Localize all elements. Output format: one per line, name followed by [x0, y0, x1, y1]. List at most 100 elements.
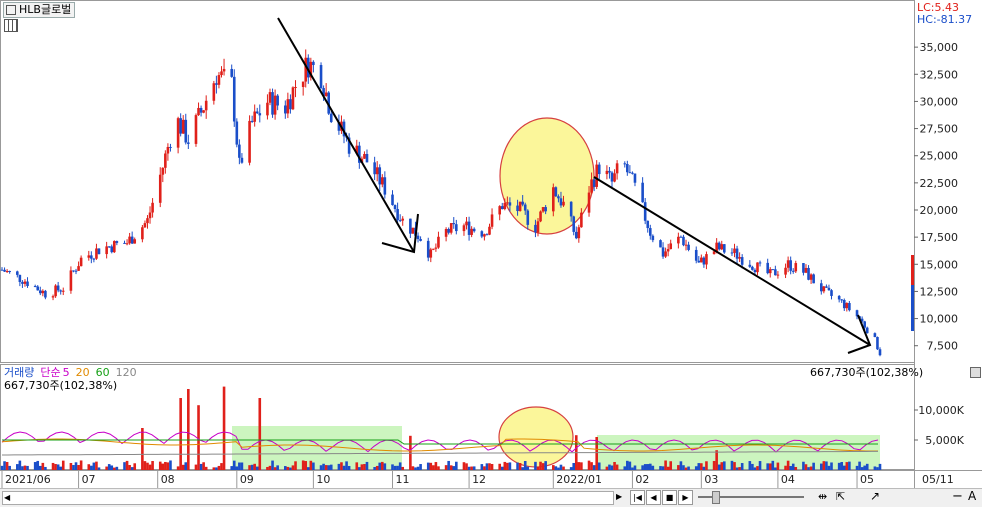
candle-body: [855, 310, 859, 317]
ma120-line: [2, 450, 878, 456]
table-icon[interactable]: [4, 19, 18, 32]
scrollbar-track[interactable]: [2, 491, 614, 505]
volume-bar: [842, 465, 846, 470]
candle-body: [878, 349, 882, 356]
volume-bar: [181, 464, 185, 470]
volume-bar: [33, 462, 37, 470]
candle-body: [643, 202, 647, 221]
candle-body: [222, 68, 226, 72]
scroll-right-icon[interactable]: ▶: [616, 492, 623, 501]
ma-period-60: 60: [95, 366, 110, 379]
scroll-left-icon[interactable]: ◀: [4, 493, 11, 502]
volume-bar: [276, 465, 279, 470]
volume-bar: [151, 461, 154, 470]
candle-body: [271, 92, 274, 115]
candle-body: [523, 204, 527, 211]
panel-menu-icon[interactable]: [970, 367, 981, 378]
candle-body: [284, 105, 287, 114]
volume-bar: [756, 466, 759, 470]
candle-body: [610, 172, 614, 182]
candle-body: [107, 246, 111, 248]
candle-body: [631, 172, 634, 174]
volume-bar: [748, 461, 752, 470]
candle-body: [77, 266, 80, 271]
volume-bar: [717, 464, 721, 470]
zoom-in-icon[interactable]: ⇱: [836, 490, 846, 503]
volume-bar: [324, 465, 328, 470]
candle-body: [587, 192, 591, 213]
candle-body: [845, 303, 849, 309]
zoom-slider[interactable]: [698, 496, 804, 498]
candle-body: [733, 248, 736, 253]
first-page-icon[interactable]: |◀: [630, 490, 645, 505]
volume-bar: [74, 462, 78, 470]
volume-bar: [396, 465, 399, 470]
candle-body: [508, 202, 512, 206]
volume-bar: [679, 461, 683, 470]
stop-icon[interactable]: ■: [662, 490, 677, 505]
fit-icon[interactable]: ⇹: [818, 490, 828, 503]
volume-bar: [774, 467, 777, 470]
volume-bar: [863, 465, 866, 470]
candle-body: [141, 227, 144, 240]
minus-icon[interactable]: −: [952, 489, 963, 504]
volume-bar: [536, 466, 540, 470]
candle-body: [342, 121, 346, 137]
zoom-slider-handle[interactable]: [712, 491, 720, 504]
candle-body: [434, 247, 438, 249]
candle-body: [426, 240, 430, 258]
price-panel-frame: [0, 0, 915, 363]
volume-bar: [534, 461, 537, 470]
volume-bar: [77, 465, 80, 470]
volume-bar: [521, 467, 524, 470]
time-tick-label: 11: [396, 473, 410, 486]
volume-bar: [87, 464, 91, 470]
candle-body: [837, 295, 841, 300]
candle-body: [516, 205, 519, 212]
time-tick-label: 09: [240, 473, 254, 486]
volume-bar: [860, 467, 864, 470]
candle-body: [358, 145, 361, 163]
reset-icon[interactable]: ↗: [870, 489, 881, 503]
ma-period-120: 120: [115, 366, 137, 379]
candle-body: [184, 119, 188, 143]
candle-body: [347, 137, 351, 154]
candle-body: [572, 216, 576, 232]
bottom-toolbar: ◀ ▶: [0, 488, 982, 507]
candle-body: [97, 248, 101, 255]
candle-body: [179, 118, 182, 134]
candle-body: [626, 164, 629, 173]
volume-bar: [751, 463, 754, 470]
volume-bar: [697, 463, 701, 470]
candle-body: [822, 286, 826, 292]
volume-bar: [483, 466, 486, 470]
volume-bar: [610, 465, 614, 470]
volume-bar: [855, 465, 859, 470]
volume-bar: [21, 466, 24, 470]
candle-body: [628, 172, 632, 174]
font-icon[interactable]: A: [968, 489, 977, 503]
volume-bar: [687, 466, 690, 470]
candle-body: [470, 228, 473, 235]
candle-body: [518, 201, 522, 212]
time-tick-label: 04: [781, 473, 795, 486]
volume-bar: [235, 466, 239, 470]
volume-bar: [141, 428, 144, 470]
candle-body: [641, 182, 644, 203]
candle-body: [577, 227, 581, 239]
candle-body: [164, 153, 167, 168]
candle-body: [651, 235, 655, 241]
volume-bar: [669, 461, 673, 470]
play-icon[interactable]: ▶: [678, 490, 693, 505]
symbol-title-box[interactable]: HLB글로벌: [3, 2, 76, 18]
volume-bar: [284, 466, 287, 470]
candle-body: [608, 170, 611, 173]
volume-bar: [641, 465, 644, 470]
candle-body: [5, 271, 9, 273]
volume-bar: [187, 389, 190, 470]
candle-body: [449, 223, 453, 233]
candle-body: [266, 102, 269, 116]
prev-page-icon[interactable]: ◀: [646, 490, 661, 505]
volume-bar: [271, 460, 274, 470]
